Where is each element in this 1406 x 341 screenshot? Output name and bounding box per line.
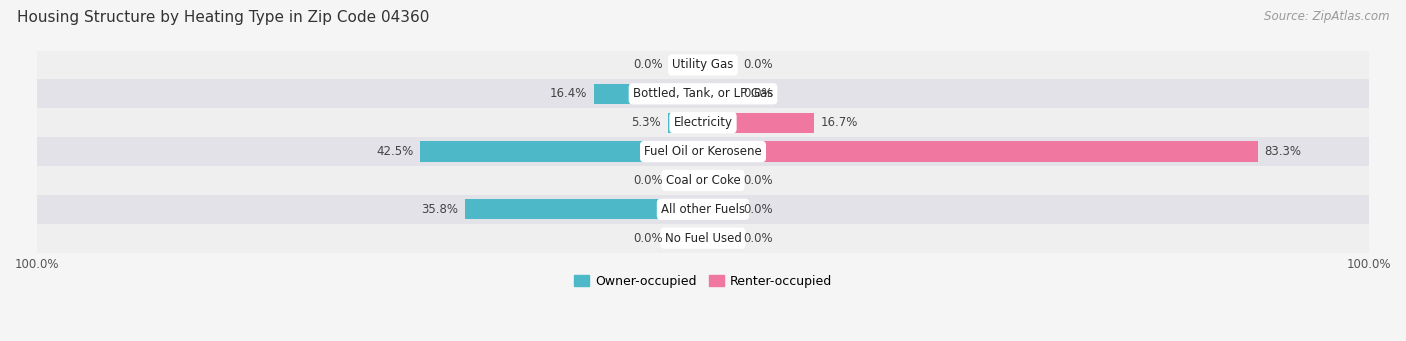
Text: 0.0%: 0.0% <box>634 58 664 72</box>
Bar <box>669 55 703 75</box>
Bar <box>420 142 703 162</box>
Bar <box>37 50 1369 79</box>
Text: 0.0%: 0.0% <box>742 87 772 100</box>
Text: 0.0%: 0.0% <box>742 203 772 216</box>
Bar <box>464 199 703 219</box>
Text: Utility Gas: Utility Gas <box>672 58 734 72</box>
Text: 0.0%: 0.0% <box>742 58 772 72</box>
Bar <box>703 199 737 219</box>
Bar <box>669 228 703 248</box>
Bar <box>703 170 737 191</box>
Bar <box>37 166 1369 195</box>
Bar <box>668 113 703 133</box>
Text: Coal or Coke: Coal or Coke <box>665 174 741 187</box>
Legend: Owner-occupied, Renter-occupied: Owner-occupied, Renter-occupied <box>568 270 838 293</box>
Bar <box>669 170 703 191</box>
Text: 0.0%: 0.0% <box>634 174 664 187</box>
Text: Fuel Oil or Kerosene: Fuel Oil or Kerosene <box>644 145 762 158</box>
Bar <box>703 55 737 75</box>
Text: 0.0%: 0.0% <box>742 232 772 244</box>
Bar <box>593 84 703 104</box>
Text: 16.4%: 16.4% <box>550 87 588 100</box>
Bar <box>703 228 737 248</box>
Text: 83.3%: 83.3% <box>1264 145 1301 158</box>
Bar <box>703 113 814 133</box>
Text: 16.7%: 16.7% <box>821 116 858 129</box>
Bar <box>37 224 1369 253</box>
Text: Bottled, Tank, or LP Gas: Bottled, Tank, or LP Gas <box>633 87 773 100</box>
Text: 5.3%: 5.3% <box>631 116 661 129</box>
Text: 0.0%: 0.0% <box>634 232 664 244</box>
Text: No Fuel Used: No Fuel Used <box>665 232 741 244</box>
Bar <box>37 108 1369 137</box>
Text: Source: ZipAtlas.com: Source: ZipAtlas.com <box>1264 10 1389 23</box>
Text: Housing Structure by Heating Type in Zip Code 04360: Housing Structure by Heating Type in Zip… <box>17 10 429 25</box>
Text: Electricity: Electricity <box>673 116 733 129</box>
Text: 0.0%: 0.0% <box>742 174 772 187</box>
Bar <box>37 79 1369 108</box>
Bar <box>37 137 1369 166</box>
Bar <box>703 84 737 104</box>
Text: 42.5%: 42.5% <box>377 145 413 158</box>
Bar <box>37 195 1369 224</box>
Bar <box>703 142 1257 162</box>
Text: 35.8%: 35.8% <box>420 203 458 216</box>
Text: All other Fuels: All other Fuels <box>661 203 745 216</box>
